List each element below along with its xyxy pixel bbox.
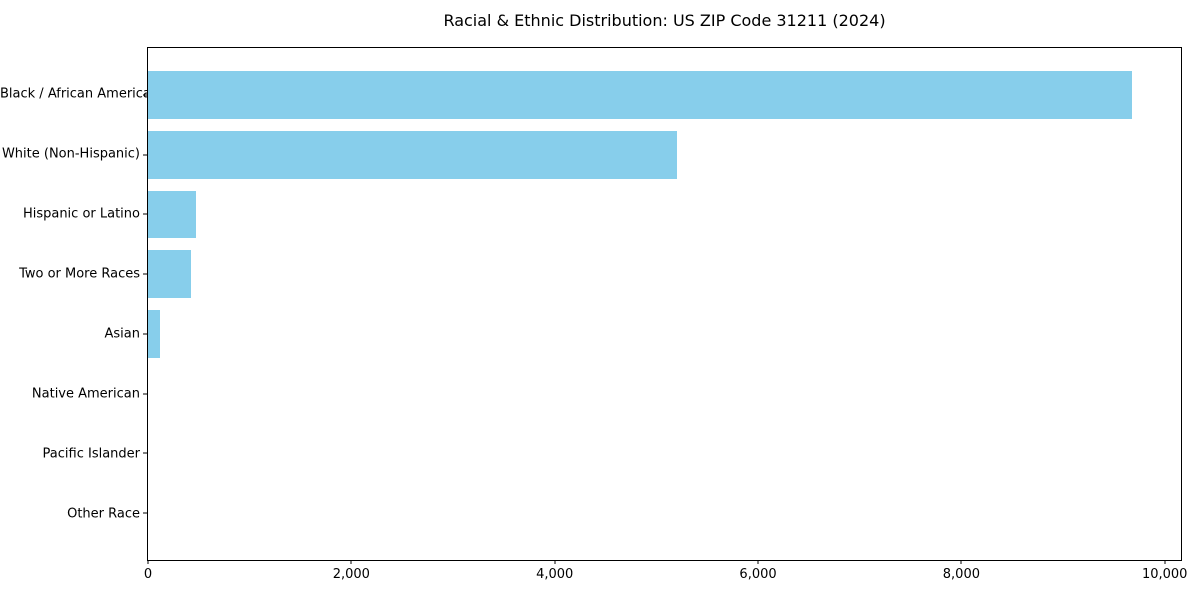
y-axis-labels: Black / African American White (Non-Hispa… — [0, 47, 160, 561]
x-tick-label: 6,000 — [739, 567, 777, 582]
bar-hispanic-or-latino — [148, 190, 196, 239]
y-axis-label-pacific-islander: Pacific Islander — [42, 446, 140, 462]
y-axis-label-hispanic-or-latino: Hispanic or Latino — [22, 206, 140, 222]
y-axis-label-native-american: Native American — [31, 386, 140, 402]
x-tick — [1164, 560, 1166, 564]
x-tick-label: 8,000 — [942, 567, 980, 582]
y-axis-label-black-african-american: Black / African American — [0, 86, 160, 102]
y-axis-label-other-race: Other Race — [67, 506, 140, 522]
x-tick — [350, 560, 352, 564]
y-tick — [143, 273, 147, 275]
bar-white-non-hispanic — [148, 130, 677, 179]
y-axis-label-two-or-more-races: Two or More Races — [19, 266, 140, 282]
y-tick — [143, 213, 147, 215]
bar-asian — [148, 309, 161, 358]
chart-title: Racial & Ethnic Distribution: US ZIP Cod… — [443, 11, 886, 30]
bar-two-or-more-races — [148, 250, 191, 299]
bar-black-african-american — [148, 71, 1132, 119]
y-tick — [143, 154, 147, 156]
x-tick — [960, 560, 962, 564]
x-tick-label: 0 — [143, 567, 153, 582]
plot-area: 0 2,000 4,000 6,000 8,000 10,000 — [143, 47, 1187, 582]
y-tick — [143, 452, 147, 454]
y-axis-label-white-non-hispanic: White (Non-Hispanic) — [1, 146, 140, 162]
x-tick — [757, 560, 759, 564]
y-tick — [143, 393, 147, 394]
x-tick-label: 2,000 — [332, 567, 370, 582]
x-tick — [147, 560, 149, 564]
y-tick — [143, 94, 147, 96]
x-tick-label: 10,000 — [1141, 567, 1188, 582]
y-tick — [143, 512, 147, 514]
x-tick-label: 4,000 — [536, 567, 574, 582]
y-axis-label-asian: Asian — [104, 326, 140, 342]
y-tick — [143, 333, 147, 335]
x-tick — [554, 560, 556, 564]
